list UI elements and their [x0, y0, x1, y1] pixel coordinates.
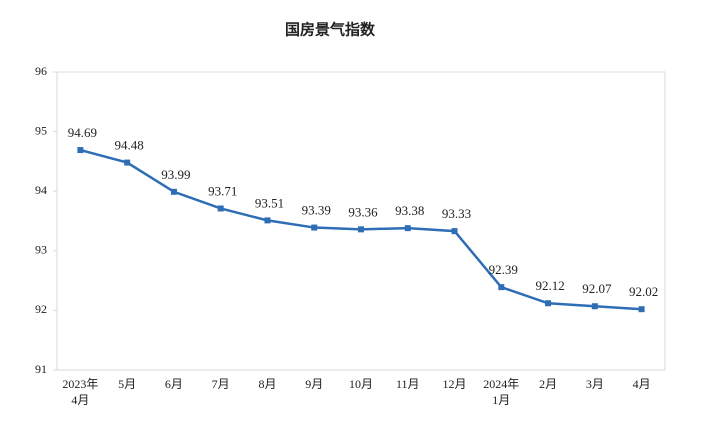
x-tick-label: 12月 — [443, 377, 467, 391]
point-marker — [545, 300, 552, 307]
x-tick-label: 11月 — [396, 377, 420, 391]
x-tick-label: 5月 — [118, 377, 136, 391]
x-tick-label: 2月 — [539, 377, 557, 391]
data-label: 94.69 — [68, 125, 97, 140]
y-tick-label: 93 — [35, 243, 47, 257]
point-marker — [638, 306, 645, 313]
data-label: 92.07 — [582, 281, 612, 296]
point-marker — [77, 147, 84, 154]
y-tick-label: 95 — [35, 123, 47, 137]
x-tick-label: 3月 — [586, 377, 604, 391]
data-label: 92.39 — [489, 262, 518, 277]
x-tick-label: 2023年 4月 — [62, 377, 98, 407]
data-label: 93.38 — [395, 203, 424, 218]
point-marker — [217, 205, 224, 212]
point-marker — [498, 284, 505, 291]
data-label: 93.99 — [161, 167, 190, 182]
point-marker — [124, 159, 131, 166]
x-tick-label: 8月 — [258, 377, 276, 391]
data-label: 93.36 — [348, 204, 378, 219]
y-tick-label: 94 — [35, 183, 47, 197]
data-label: 92.02 — [629, 284, 658, 299]
y-tick-label: 96 — [35, 64, 47, 78]
data-label: 93.33 — [442, 206, 471, 221]
point-marker — [264, 217, 271, 224]
x-tick-label: 10月 — [349, 377, 373, 391]
data-label: 93.71 — [208, 183, 237, 198]
data-label: 94.48 — [115, 138, 144, 153]
point-marker — [311, 224, 318, 231]
x-tick-label: 4月 — [633, 377, 651, 391]
point-marker — [451, 228, 458, 235]
data-label: 92.12 — [535, 278, 564, 293]
point-marker — [591, 303, 598, 310]
plot-frame — [56, 71, 666, 371]
y-tick-label: 91 — [35, 362, 47, 376]
data-label: 93.39 — [302, 203, 331, 218]
point-marker — [170, 188, 177, 195]
point-marker — [404, 225, 411, 232]
chart-title: 国房景气指数 — [285, 21, 376, 39]
point-marker — [358, 226, 364, 233]
y-tick-label: 92 — [35, 302, 47, 316]
x-tick-label: 9月 — [305, 377, 323, 391]
x-tick-label: 2024年 1月 — [483, 377, 519, 407]
data-label: 93.51 — [255, 195, 284, 210]
x-tick-label: 6月 — [165, 377, 183, 391]
x-tick-label: 7月 — [212, 377, 230, 391]
